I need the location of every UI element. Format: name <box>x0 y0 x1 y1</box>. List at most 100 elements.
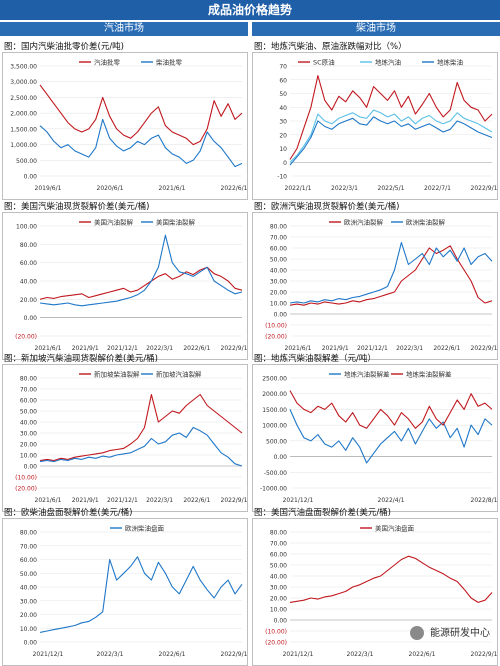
x-tick-label: 2022/7/1 <box>424 185 451 192</box>
legend-label: 美国柴油裂解 <box>156 218 196 227</box>
x-tick-label: 2022/8/1 <box>471 497 498 504</box>
y-tick-label: 0.00 <box>274 618 288 625</box>
series-line-1 <box>289 245 493 306</box>
y-tick-label: 40.00 <box>20 279 37 286</box>
x-tick-label: 2021/9/1 <box>322 345 349 352</box>
y-tick-label: 1500.00 <box>262 407 287 414</box>
x-tick-label: 2022/6/1 <box>183 497 210 504</box>
series-line-1 <box>289 409 493 464</box>
x-tick-label: 2022/9/1 <box>221 345 248 352</box>
x-tick-label: 2021/6/1 <box>35 345 62 352</box>
y-tick-label: 50.00 <box>20 409 37 416</box>
x-tick-label: 2021/12/1 <box>357 345 388 352</box>
chart-panel-4: 图：欧洲汽柴油现货裂解价差(美元/桶) 80.00 70.00 60.00 50.00 4… <box>252 200 498 360</box>
x-tick-label: 2021/6/1 <box>159 185 186 192</box>
legend-label: 地炼柴油 <box>437 58 463 67</box>
y-tick-label: 50.00 <box>270 563 287 570</box>
chart-svg: 70 60 50 40 30 20 10 0 -10 2022/1/1 2022/3/1 2022/5… <box>252 52 498 200</box>
y-tick-label: (20.00) <box>15 486 37 493</box>
x-tick-label: 2021/6/1 <box>285 345 312 352</box>
series-line-2 <box>39 118 243 168</box>
chart-panel-3: 图：美国汽柴油现货裂解价差(美元/桶) 100.00 80.00 60.00 40.00… <box>2 200 248 360</box>
x-tick-label: 2022/9/1 <box>471 185 498 192</box>
y-tick-label: 40.00 <box>270 574 287 581</box>
series-line-2 <box>289 390 493 429</box>
y-tick-label: 20.00 <box>270 290 287 297</box>
y-tick-label: 2500.00 <box>262 376 287 383</box>
watermark-text: 能源研发中心 <box>430 628 490 639</box>
x-tick-label: 2021/9/1 <box>72 497 99 504</box>
chart-panel-7: 图：欧柴油盘面裂解价差(美元/桶) 80.00 70.00 60.00 50.00 40.… <box>2 506 248 666</box>
section-header-diesel: 柴油市场 <box>252 22 500 36</box>
y-tick-label: 10.00 <box>270 301 287 308</box>
chart-panel-6: 图：地炼汽柴油裂解差（元/吨） 2500.00 2000.00 1500.00 1000… <box>252 352 498 512</box>
x-tick-label: 2022/6/1 <box>409 651 436 658</box>
x-tick-label: 2021/12/1 <box>283 651 314 658</box>
series-line-2 <box>39 426 243 467</box>
series-line-1 <box>289 555 493 603</box>
y-tick-label: (20.00) <box>15 334 37 341</box>
y-tick-label: -1000.00 <box>260 486 287 493</box>
chart-panel-8: 图：美国汽油盘面裂解价差(美元/桶) 80.00 70.00 60.00 50.00 40… <box>252 506 498 666</box>
y-tick-label: (20.00) <box>265 334 287 341</box>
watermark: 能源研发中心 <box>409 624 490 640</box>
x-tick-label: 2022/9/1 <box>221 651 248 658</box>
y-tick-label: 10.00 <box>270 607 287 614</box>
section-header-gasoline: 汽油市场 <box>0 22 248 36</box>
y-tick-label: 40.00 <box>270 268 287 275</box>
legend-label: 汽油批零 <box>94 58 121 67</box>
chart-title: 图：地炼汽柴油裂解差（元/吨） <box>254 354 376 364</box>
x-tick-label: 2022/6/1 <box>159 651 186 658</box>
legend-label: SC原油 <box>313 58 335 67</box>
y-tick-label: 80.00 <box>270 224 287 231</box>
series-line-1 <box>39 393 243 462</box>
chart-svg: 100.00 80.00 60.00 40.00 20.00 0.00 (20.00) 202… <box>2 212 248 360</box>
x-tick-label: 2022/3/1 <box>146 497 173 504</box>
y-tick-label: 500.00 <box>266 438 287 445</box>
y-tick-label: 60.00 <box>20 260 37 267</box>
y-tick-label: 30.00 <box>270 585 287 592</box>
legend-label: 欧洲汽油裂解 <box>344 218 384 227</box>
x-tick-label: 2021/9/1 <box>72 345 99 352</box>
series-line-3 <box>289 116 493 166</box>
x-tick-label: 2022/3/1 <box>347 651 374 658</box>
y-tick-label: 1,000.00 <box>10 142 37 149</box>
chart-title: 图：欧柴油盘面裂解价差(美元/桶) <box>4 508 133 518</box>
x-tick-label: 2022/3/1 <box>146 345 173 352</box>
legend-label: 欧洲柴油盘面 <box>125 524 165 533</box>
y-tick-label: 20 <box>279 132 287 139</box>
y-tick-label: 500.00 <box>16 158 37 165</box>
x-tick-label: 2021/12/1 <box>107 497 138 504</box>
legend-label: 欧洲柴油裂解 <box>406 218 446 227</box>
y-tick-label: 0.00 <box>24 174 38 181</box>
y-tick-label: 70.00 <box>20 543 37 550</box>
y-tick-label: 70.00 <box>20 387 37 394</box>
y-tick-label: 20.00 <box>270 596 287 603</box>
y-tick-label: 20.00 <box>20 297 37 304</box>
y-tick-label: 20.00 <box>20 612 37 619</box>
x-tick-label: 2022/9/1 <box>471 345 498 352</box>
legend-label: 地炼汽油 <box>375 58 401 67</box>
x-tick-label: 2021/12/1 <box>283 497 314 504</box>
y-tick-label: 60.00 <box>20 398 37 405</box>
y-tick-label: 10 <box>279 146 287 153</box>
y-tick-label: 50.00 <box>20 571 37 578</box>
y-tick-label: 80.00 <box>20 530 37 537</box>
legend-label: 新加坡汽油裂解 <box>156 370 202 379</box>
y-tick-label: 1000.00 <box>262 423 287 430</box>
y-tick-label: (10.00) <box>265 323 287 330</box>
series-line-2 <box>289 241 493 304</box>
legend-label: 美国汽油盘面 <box>375 524 415 533</box>
y-tick-label: 60.00 <box>20 557 37 564</box>
chart-svg: 80.00 70.00 60.00 50.00 40.00 30.00 20.00 10.00… <box>2 364 248 512</box>
y-tick-label: (20.00) <box>265 640 287 647</box>
x-tick-label: 2022/3/1 <box>331 185 358 192</box>
y-tick-label: 70.00 <box>270 235 287 242</box>
x-tick-label: 2022/3/1 <box>97 651 124 658</box>
y-tick-label: (10.00) <box>265 629 287 636</box>
series-line-2 <box>289 109 493 163</box>
y-tick-label: 30 <box>279 119 287 126</box>
x-tick-label: 2022/6/1 <box>183 345 210 352</box>
x-tick-label: 2022/9/1 <box>471 651 498 658</box>
y-tick-label: 0.00 <box>24 464 38 471</box>
